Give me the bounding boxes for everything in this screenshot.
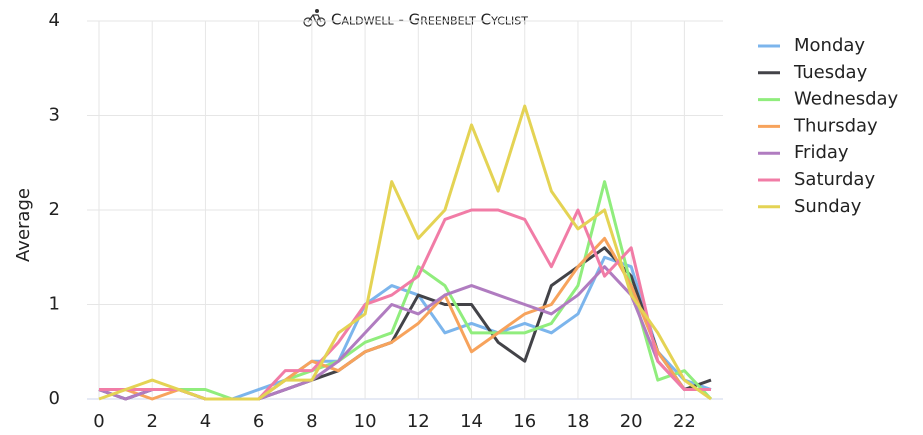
chart-title: Caldwell - Greenbelt Cyclist [331,11,528,29]
x-tick-label: 2 [146,411,157,432]
bike-icon [303,9,326,27]
x-tick-label: 6 [253,411,264,432]
x-tick-label: 14 [460,411,483,432]
y-tick-label: 0 [49,388,60,409]
x-tick-label: 4 [200,411,211,432]
line-series [99,255,712,401]
x-tick-label: 22 [673,411,696,432]
x-tick-label: 0 [93,411,104,432]
legend-label: Thursday [793,115,878,136]
legend-label: Sunday [794,196,862,217]
legend-label: Monday [794,35,865,56]
legend-label: Wednesday [794,89,899,110]
y-tick-label: 1 [49,294,60,315]
y-tick-label: 3 [49,105,60,126]
line-series [98,246,712,401]
x-tick-label: 8 [306,411,317,432]
legend-label: Saturday [794,169,875,190]
x-tick-label: 10 [354,411,377,432]
y-tick-label: 4 [49,10,60,31]
line-series [99,180,713,401]
line-series [98,104,712,401]
y-tick-label: 2 [49,199,60,220]
x-tick-label: 16 [513,411,536,432]
x-tick-label: 12 [407,411,430,432]
legend-label: Tuesday [793,62,868,83]
x-tick-label: 18 [567,411,590,432]
y-axis-label: Average [13,188,34,262]
x-tick-label: 20 [620,411,643,432]
legend-label: Friday [794,142,849,163]
